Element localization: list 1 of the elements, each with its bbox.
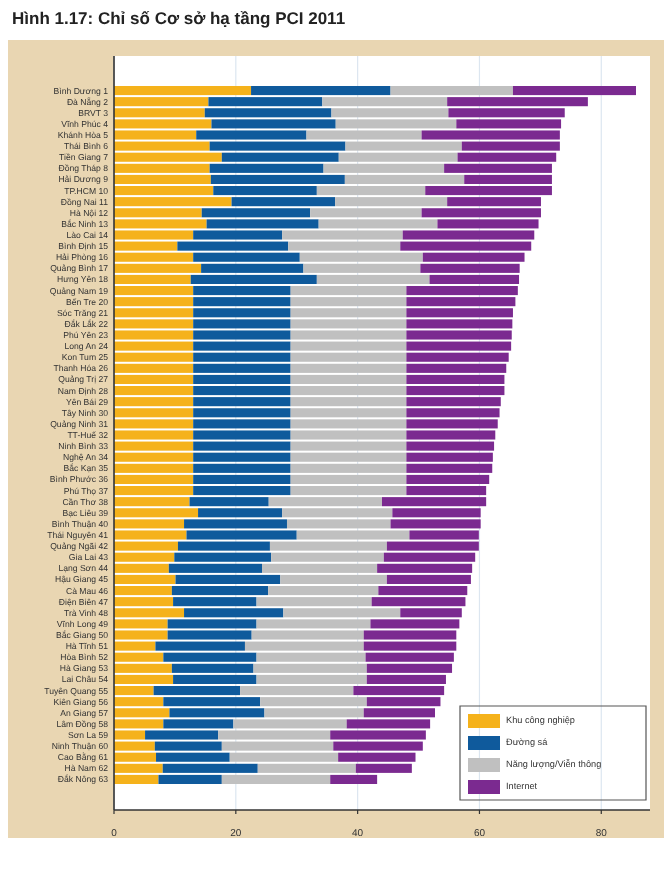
chart-title: Hình 1.17: Chỉ số Cơ sở hạ tầng PCI 2011 xyxy=(12,8,346,28)
